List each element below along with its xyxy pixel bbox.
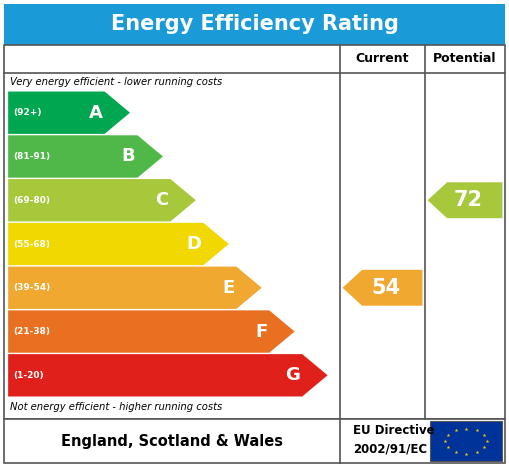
- Text: (81-91): (81-91): [13, 152, 50, 161]
- Text: G: G: [285, 366, 300, 384]
- Bar: [430, 421, 502, 461]
- Text: England, Scotland & Wales: England, Scotland & Wales: [61, 433, 283, 449]
- Polygon shape: [8, 135, 163, 177]
- Bar: [4, 4, 505, 45]
- Text: Not energy efficient - higher running costs: Not energy efficient - higher running co…: [10, 402, 222, 412]
- Text: E: E: [222, 279, 234, 297]
- Text: D: D: [186, 235, 202, 253]
- Text: 54: 54: [371, 278, 400, 298]
- Text: Potential: Potential: [433, 52, 497, 65]
- Bar: [4, 419, 505, 463]
- Polygon shape: [8, 179, 196, 221]
- Text: (92+): (92+): [13, 108, 42, 117]
- Polygon shape: [343, 270, 422, 306]
- Polygon shape: [8, 311, 295, 353]
- Text: (21-38): (21-38): [13, 327, 50, 336]
- Text: (39-54): (39-54): [13, 283, 50, 292]
- Text: (55-68): (55-68): [13, 240, 50, 248]
- Text: Very energy efficient - lower running costs: Very energy efficient - lower running co…: [10, 77, 222, 87]
- Polygon shape: [8, 354, 328, 396]
- Text: (1-20): (1-20): [13, 371, 44, 380]
- Bar: [4, 45, 505, 419]
- Text: (69-80): (69-80): [13, 196, 50, 205]
- Text: B: B: [122, 148, 135, 165]
- Text: 2002/91/EC: 2002/91/EC: [353, 443, 427, 456]
- Text: A: A: [89, 104, 102, 122]
- Text: 72: 72: [454, 190, 483, 210]
- Text: F: F: [255, 323, 267, 340]
- Polygon shape: [8, 92, 130, 134]
- Text: Current: Current: [356, 52, 409, 65]
- Polygon shape: [8, 223, 229, 265]
- Text: C: C: [155, 191, 168, 209]
- Text: Energy Efficiency Rating: Energy Efficiency Rating: [110, 14, 399, 34]
- Polygon shape: [428, 182, 502, 218]
- Polygon shape: [8, 267, 262, 309]
- Text: EU Directive: EU Directive: [353, 425, 434, 437]
